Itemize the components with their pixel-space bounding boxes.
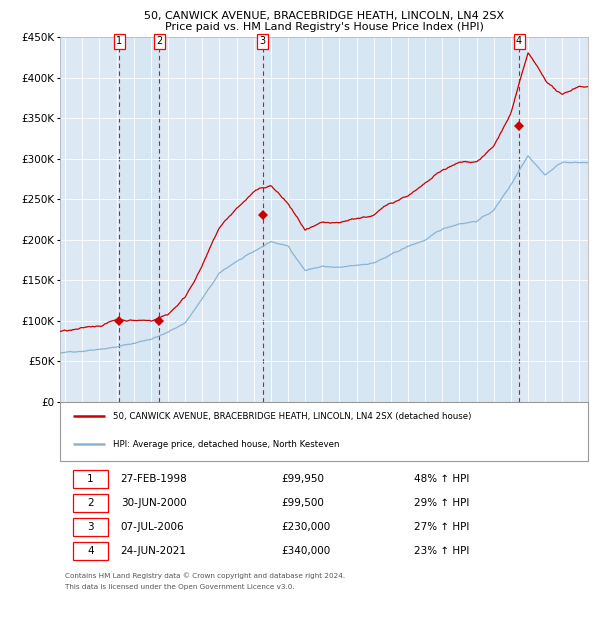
Text: 23% ↑ HPI: 23% ↑ HPI: [414, 546, 469, 556]
FancyBboxPatch shape: [73, 518, 107, 536]
Text: 1: 1: [87, 474, 94, 484]
FancyBboxPatch shape: [73, 494, 107, 512]
FancyBboxPatch shape: [60, 402, 588, 461]
Text: £99,950: £99,950: [282, 474, 325, 484]
Text: 4: 4: [87, 546, 94, 556]
Bar: [263, 37, 519, 402]
Text: 29% ↑ HPI: 29% ↑ HPI: [414, 498, 469, 508]
FancyBboxPatch shape: [73, 542, 107, 560]
Bar: [119, 37, 160, 402]
Text: 1: 1: [116, 36, 122, 46]
Text: This data is licensed under the Open Government Licence v3.0.: This data is licensed under the Open Gov…: [65, 585, 295, 590]
Text: £99,500: £99,500: [282, 498, 325, 508]
Text: 07-JUL-2006: 07-JUL-2006: [121, 522, 184, 533]
Text: 48% ↑ HPI: 48% ↑ HPI: [414, 474, 469, 484]
Text: 3: 3: [87, 522, 94, 533]
Text: 27-FEB-1998: 27-FEB-1998: [121, 474, 187, 484]
Text: £230,000: £230,000: [282, 522, 331, 533]
FancyBboxPatch shape: [73, 471, 107, 489]
Text: 4: 4: [516, 36, 522, 46]
Text: 3: 3: [260, 36, 266, 46]
Text: 50, CANWICK AVENUE, BRACEBRIDGE HEATH, LINCOLN, LN4 2SX (detached house): 50, CANWICK AVENUE, BRACEBRIDGE HEATH, L…: [113, 412, 471, 421]
Text: 24-JUN-2021: 24-JUN-2021: [121, 546, 187, 556]
Text: HPI: Average price, detached house, North Kesteven: HPI: Average price, detached house, Nort…: [113, 440, 340, 449]
Title: 50, CANWICK AVENUE, BRACEBRIDGE HEATH, LINCOLN, LN4 2SX
Price paid vs. HM Land R: 50, CANWICK AVENUE, BRACEBRIDGE HEATH, L…: [144, 11, 504, 32]
Text: 30-JUN-2000: 30-JUN-2000: [121, 498, 187, 508]
Text: £340,000: £340,000: [282, 546, 331, 556]
Text: Contains HM Land Registry data © Crown copyright and database right 2024.: Contains HM Land Registry data © Crown c…: [65, 572, 346, 579]
Text: 2: 2: [87, 498, 94, 508]
Text: 2: 2: [157, 36, 163, 46]
Text: 27% ↑ HPI: 27% ↑ HPI: [414, 522, 469, 533]
